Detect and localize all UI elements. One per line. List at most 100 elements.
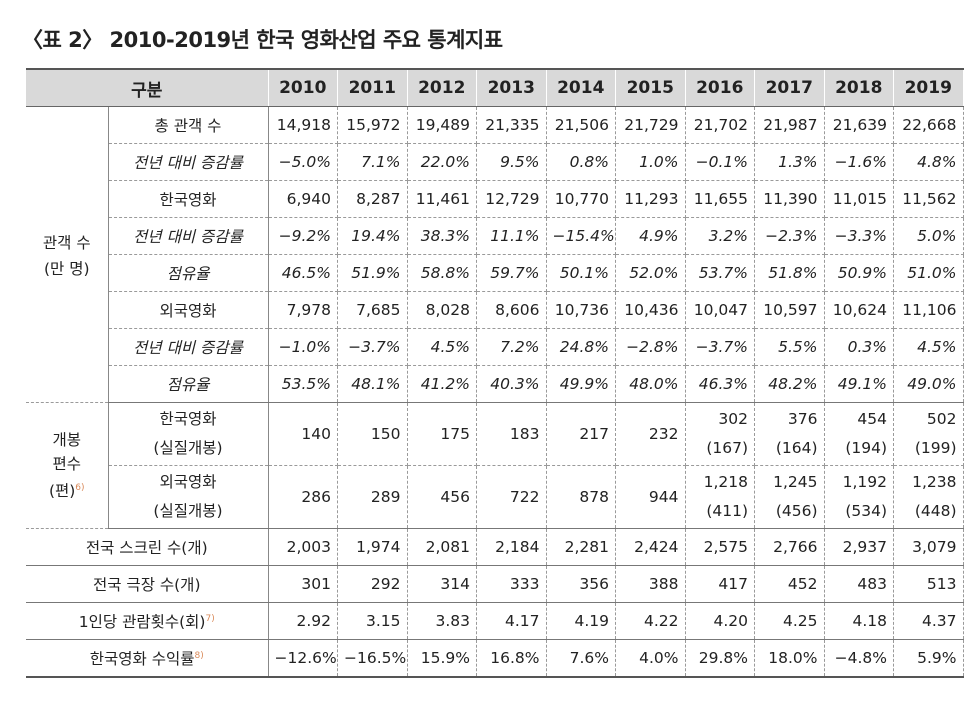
data-cell: 21,702 bbox=[684, 106, 755, 144]
row-label: 전년 대비 증감률 bbox=[107, 328, 269, 366]
header-year: 2010 bbox=[267, 68, 338, 107]
header-year: 2014 bbox=[545, 68, 616, 107]
data-cell: 7,685 bbox=[337, 291, 408, 329]
data-cell: 502 (199) bbox=[893, 402, 964, 466]
data-cell: 4.5% bbox=[406, 328, 477, 366]
data-cell: 2,003 bbox=[267, 528, 338, 566]
data-cell: 2,424 bbox=[615, 528, 686, 566]
data-cell: 16.8% bbox=[476, 639, 547, 678]
data-cell: 417 bbox=[684, 565, 755, 603]
data-cell: 15.9% bbox=[406, 639, 477, 678]
data-cell: 49.9% bbox=[545, 365, 616, 403]
data-cell: 19.4% bbox=[337, 217, 408, 255]
data-cell: 1.3% bbox=[754, 143, 825, 181]
row-label: 점유율 bbox=[107, 254, 269, 292]
header-year: 2011 bbox=[337, 68, 408, 107]
row-label: 한국영화 bbox=[107, 180, 269, 218]
data-cell: −15.4% bbox=[545, 217, 616, 255]
footnote-marker: 7) bbox=[205, 613, 215, 624]
row-label: 외국영화 bbox=[107, 291, 269, 329]
data-cell-substantive: (164) bbox=[775, 439, 818, 457]
data-cell: 21,639 bbox=[823, 106, 894, 144]
data-cell: −2.8% bbox=[615, 328, 686, 366]
row-label-line1: 외국영화 bbox=[159, 473, 217, 491]
data-cell-value: 183 bbox=[509, 425, 540, 443]
data-cell: 50.1% bbox=[545, 254, 616, 292]
row-label: 한국영화 수익률8) bbox=[26, 639, 269, 678]
data-cell-value: 1,192 bbox=[842, 473, 887, 491]
row-label-line1: 한국영화 bbox=[159, 410, 217, 428]
data-cell: 5.5% bbox=[754, 328, 825, 366]
data-cell: 51.0% bbox=[893, 254, 964, 292]
data-cell: 388 bbox=[615, 565, 686, 603]
row-label-text: 한국영화 수익률 bbox=[89, 650, 195, 668]
data-cell: 140 bbox=[267, 402, 338, 466]
data-cell-value: 302 bbox=[718, 410, 748, 428]
data-cell-value: 150 bbox=[370, 425, 401, 443]
data-cell-value: 454 bbox=[857, 410, 887, 428]
data-cell: 4.0% bbox=[615, 639, 686, 678]
header-year: 2019 bbox=[893, 68, 964, 107]
data-cell: 4.19 bbox=[545, 602, 616, 640]
data-cell: 333 bbox=[476, 565, 547, 603]
table-row: 외국영화 (실질개봉) 286 289 456 722 878 944 1,218 (411) 1,… bbox=[26, 465, 964, 529]
data-cell: 513 bbox=[893, 565, 964, 603]
data-cell: −0.1% bbox=[684, 143, 755, 181]
data-cell: 11,461 bbox=[406, 180, 477, 218]
data-cell: 10,436 bbox=[615, 291, 686, 329]
table-row: 전년 대비 증감률 −9.2% 19.4% 38.3% 11.1% −15.4% 4.9% 3… bbox=[26, 217, 964, 255]
data-cell: 49.0% bbox=[893, 365, 964, 403]
data-cell: 14,918 bbox=[267, 106, 338, 144]
data-cell: 11.1% bbox=[476, 217, 547, 255]
row-label: 한국영화 (실질개봉) bbox=[107, 402, 269, 466]
data-cell: 4.8% bbox=[893, 143, 964, 181]
data-cell: 232 bbox=[615, 402, 686, 466]
data-cell: 7.6% bbox=[545, 639, 616, 678]
data-cell: 15,972 bbox=[337, 106, 408, 144]
table-row: 전국 스크린 수(개) 2,003 1,974 2,081 2,184 2,281 2,42… bbox=[26, 528, 964, 566]
releases-group-label-line3: (편)6) bbox=[32, 476, 102, 503]
data-cell: −5.0% bbox=[267, 143, 338, 181]
data-cell: 40.3% bbox=[476, 365, 547, 403]
data-cell: 1,245 (456) bbox=[754, 465, 825, 529]
data-cell: 356 bbox=[545, 565, 616, 603]
data-cell: 2,937 bbox=[823, 528, 894, 566]
data-cell-value: 502 bbox=[926, 410, 957, 428]
header-row: 구분 2010 2011 2012 2013 2014 2015 2016 2017 2018 2… bbox=[26, 68, 964, 107]
data-cell: 11,015 bbox=[823, 180, 894, 218]
data-cell: 2,575 bbox=[684, 528, 755, 566]
row-label: 전국 극장 수(개) bbox=[26, 565, 269, 603]
data-cell: −2.3% bbox=[754, 217, 825, 255]
data-cell: 59.7% bbox=[476, 254, 547, 292]
data-cell: −12.6% bbox=[267, 639, 338, 678]
data-cell: 0.3% bbox=[823, 328, 894, 366]
data-cell-value: 217 bbox=[579, 425, 609, 443]
data-cell: 3.83 bbox=[406, 602, 477, 640]
data-cell: −9.2% bbox=[267, 217, 338, 255]
data-cell: 183 bbox=[476, 402, 547, 466]
data-cell: 11,293 bbox=[615, 180, 686, 218]
data-cell: 878 bbox=[545, 465, 616, 529]
data-cell: 0.8% bbox=[545, 143, 616, 181]
data-cell-value: 1,238 bbox=[912, 473, 957, 491]
data-cell: 12,729 bbox=[476, 180, 547, 218]
data-cell: 454 (194) bbox=[823, 402, 894, 466]
data-cell: 1,238 (448) bbox=[893, 465, 964, 529]
data-cell-substantive: (199) bbox=[914, 439, 957, 457]
data-cell-substantive: (456) bbox=[775, 502, 818, 520]
data-cell: 18.0% bbox=[754, 639, 825, 678]
table-row: 관객 수 (만 명) 총 관객 수 14,918 15,972 19,489 21,335 2… bbox=[26, 106, 964, 403]
data-cell: 10,736 bbox=[545, 291, 616, 329]
data-cell: 21,506 bbox=[545, 106, 616, 144]
data-cell-value: 1,245 bbox=[773, 473, 818, 491]
data-cell: −1.0% bbox=[267, 328, 338, 366]
data-cell-substantive: (448) bbox=[914, 502, 957, 520]
data-cell: 10,047 bbox=[684, 291, 755, 329]
data-cell: 11,655 bbox=[684, 180, 755, 218]
audience-group-label: 관객 수 (만 명) bbox=[26, 106, 109, 403]
row-label-line2: (실질개봉) bbox=[153, 502, 223, 520]
data-cell: 3.15 bbox=[337, 602, 408, 640]
data-cell: 11,562 bbox=[893, 180, 964, 218]
data-cell: 3,079 bbox=[893, 528, 964, 566]
data-cell: 22.0% bbox=[406, 143, 477, 181]
